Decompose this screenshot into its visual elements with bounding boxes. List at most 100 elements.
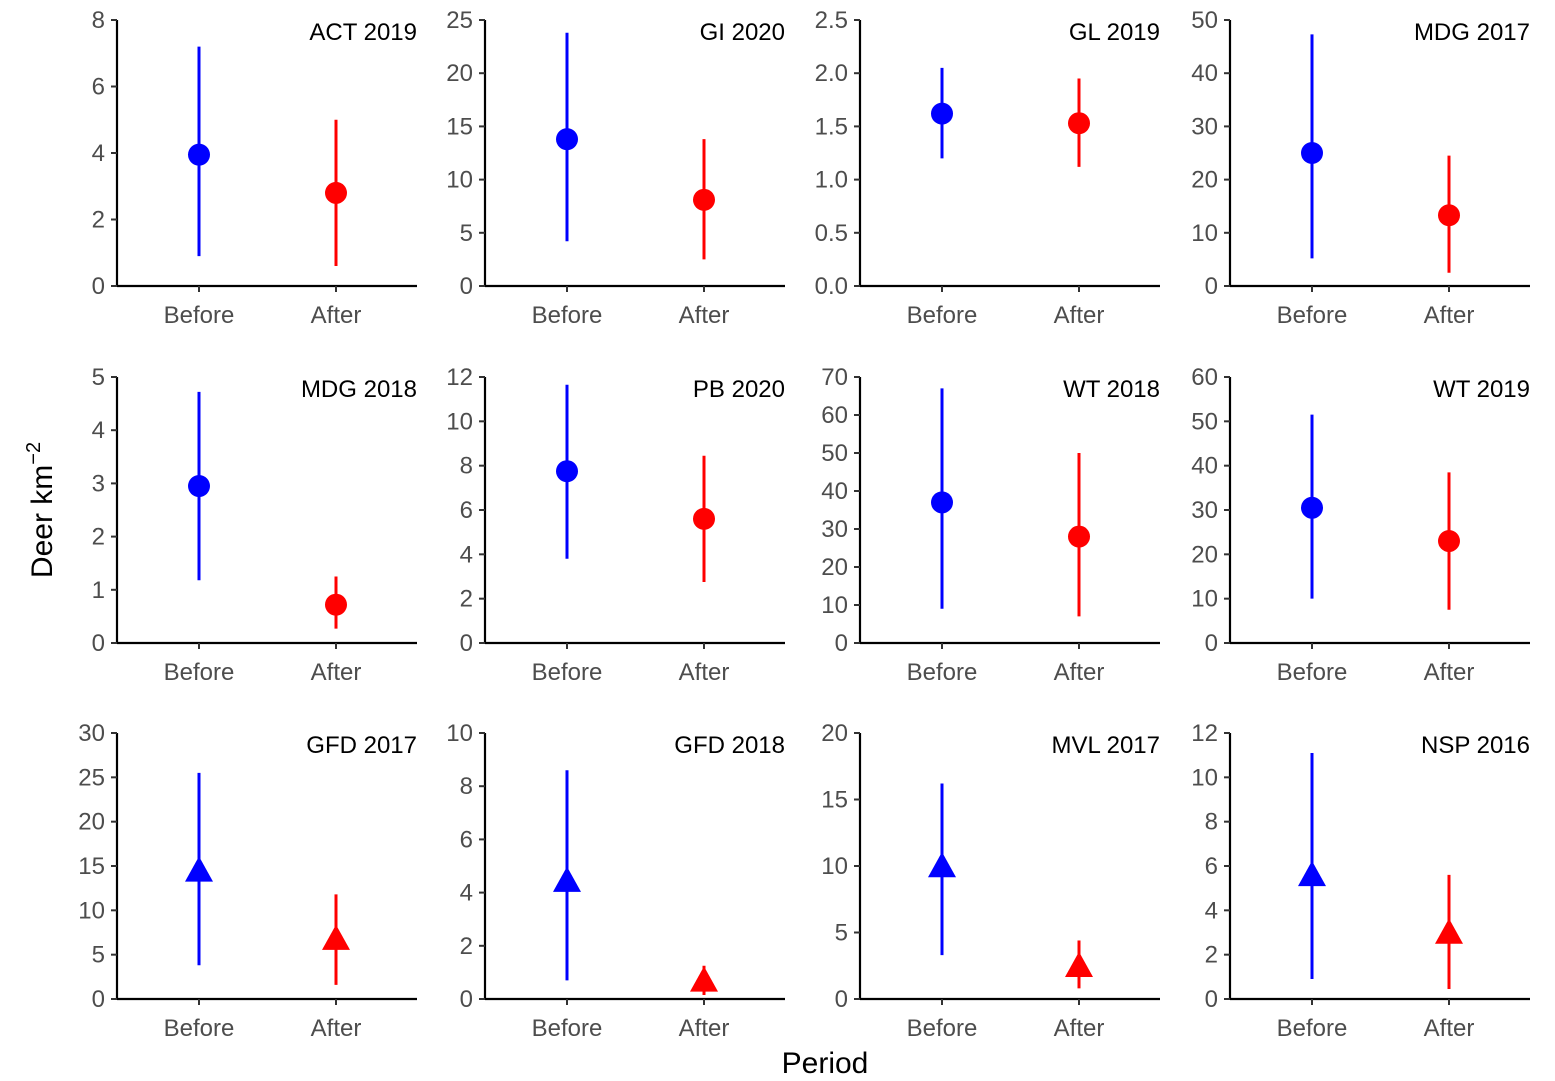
y-tick-label: 2 [92, 207, 105, 234]
point-before [928, 852, 956, 878]
y-tick-label: 3 [92, 470, 105, 497]
y-tick-label: 0 [835, 986, 848, 1013]
panel-act-2019: 0 2 4 6 8 Before After ACT 2019 [92, 7, 417, 329]
y-tick-label: 2.5 [815, 7, 848, 34]
y-tick-label: 8 [92, 7, 105, 34]
y-tick-label: 6 [460, 826, 473, 853]
panel-wt-2018: 0 10 20 30 40 50 60 70 Before After WT 2018 [821, 364, 1160, 686]
y-tick-label: 0.5 [815, 220, 848, 247]
point-before [1301, 142, 1323, 164]
point-before [188, 143, 210, 166]
point-after [325, 593, 347, 616]
y-tick-label: 30 [1191, 497, 1218, 524]
y-tick-label: 15 [821, 787, 848, 814]
panel-title: WT 2019 [1433, 376, 1530, 403]
y-tick-label: 0 [460, 986, 473, 1013]
point-after [1438, 530, 1460, 553]
y-tick-label: 4 [92, 140, 105, 167]
y-tick-label: 20 [446, 60, 473, 87]
y-tick-label: 0 [92, 630, 105, 657]
panel-gl-2019: 0.0 0.5 1.0 1.5 2.0 2.5 Before After GL 2019 [815, 7, 1160, 329]
y-tick-label: 10 [446, 720, 473, 747]
y-tick-label: 0 [1205, 986, 1218, 1013]
point-before [1301, 496, 1323, 519]
y-tick-label: 4 [92, 417, 105, 444]
y-tick-label: 15 [78, 853, 105, 880]
panel-title: GI 2020 [700, 19, 785, 46]
y-tick-label: 40 [821, 478, 848, 505]
point-before [185, 856, 213, 882]
x-tick-label: Before [532, 659, 603, 686]
panel-mvl-2017: 0 5 10 15 20 Before After MVL 2017 [821, 720, 1160, 1042]
y-tick-label: 20 [821, 720, 848, 747]
y-tick-label: 60 [1191, 364, 1218, 391]
point-before [553, 866, 581, 892]
point-before [931, 102, 953, 125]
point-before [931, 491, 953, 514]
y-tick-label: 8 [1205, 809, 1218, 836]
x-tick-label: Before [1277, 302, 1348, 329]
y-tick-label: 0 [1205, 273, 1218, 300]
y-tick-label: 5 [92, 942, 105, 969]
point-before [556, 460, 578, 483]
y-tick-label: 0 [1205, 630, 1218, 657]
point-before [556, 128, 578, 151]
y-tick-label: 0 [92, 986, 105, 1013]
y-tick-label: 1 [92, 577, 105, 604]
x-tick-label: Before [532, 1015, 603, 1042]
x-tick-label: Before [164, 302, 235, 329]
panel-gfd-2018: 0 2 4 6 8 10 Before After GFD 2018 [446, 720, 785, 1042]
panel-title: WT 2018 [1063, 376, 1160, 403]
y-tick-label: 8 [460, 773, 473, 800]
x-tick-label: Before [164, 1015, 235, 1042]
y-tick-label: 50 [1191, 7, 1218, 34]
y-tick-label: 12 [1191, 720, 1218, 747]
y-tick-label: 0 [460, 630, 473, 657]
y-tick-label: 25 [446, 7, 473, 34]
point-after [325, 181, 347, 204]
y-tick-label: 40 [1191, 453, 1218, 480]
point-after [1068, 525, 1090, 548]
y-tick-label: 30 [1191, 113, 1218, 140]
y-tick-label: 60 [821, 402, 848, 429]
y-tick-label: 0 [92, 273, 105, 300]
y-tick-label: 6 [92, 74, 105, 101]
y-tick-label: 25 [78, 764, 105, 791]
point-after [690, 966, 718, 992]
y-tick-label: 10 [78, 897, 105, 924]
y-tick-label: 0 [835, 630, 848, 657]
y-tick-label: 70 [821, 364, 848, 391]
y-tick-label: 0.0 [815, 273, 848, 300]
y-tick-label: 4 [460, 541, 473, 568]
y-tick-label: 10 [821, 853, 848, 880]
panel-title: GFD 2018 [674, 732, 785, 759]
panel-title: GFD 2017 [306, 732, 417, 759]
y-tick-label: 1.0 [815, 167, 848, 194]
panel-title: MDG 2018 [301, 376, 417, 403]
y-tick-label: 50 [821, 440, 848, 467]
y-tick-label: 20 [1191, 167, 1218, 194]
x-tick-label: After [679, 659, 730, 686]
panel-gfd-2017: 0 5 10 15 20 25 30 Before After GFD 2017 [78, 720, 417, 1042]
panel-nsp-2016: 0 2 4 6 8 10 12 Before After NSP 2016 [1191, 720, 1530, 1042]
y-tick-label: 20 [1191, 541, 1218, 568]
panel-title: GL 2019 [1069, 19, 1160, 46]
y-tick-label: 2 [460, 586, 473, 613]
x-tick-label: After [679, 1015, 730, 1042]
x-tick-label: After [1424, 302, 1475, 329]
y-tick-label: 30 [78, 720, 105, 747]
y-tick-label: 20 [821, 554, 848, 581]
point-after [1435, 918, 1463, 944]
panel-wt-2019: 0 10 20 30 40 50 60 Before After WT 2019 [1191, 364, 1530, 686]
y-axis-label: Deer km−2 [23, 442, 59, 578]
panel-mdg-2018: 0 1 2 3 4 5 Before After MDG 2018 [92, 364, 417, 686]
y-tick-label: 12 [446, 364, 473, 391]
y-tick-label: 10 [1191, 764, 1218, 791]
point-after [1068, 112, 1090, 135]
y-tick-label: 2 [1205, 942, 1218, 969]
y-tick-label: 10 [821, 592, 848, 619]
x-tick-label: After [1424, 1015, 1475, 1042]
point-before [1298, 860, 1326, 887]
